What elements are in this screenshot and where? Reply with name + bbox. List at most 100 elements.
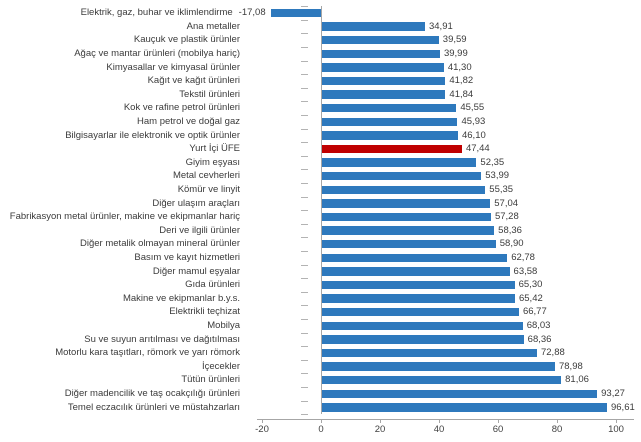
category-label: Diğer ulaşım araçları [152,197,240,209]
category-label: Diğer metalik olmayan mineral ürünler [80,238,240,250]
value-label: 57,28 [494,211,519,223]
bar [322,294,515,303]
value-label: 41,82 [449,75,474,87]
category-tick [301,237,308,239]
value-label: 41,30 [447,61,472,73]
value-label: 66,77 [522,306,547,318]
category-tick [301,142,308,144]
x-axis-tick-label: 20 [374,424,386,435]
x-axis-tick-label: 80 [551,424,563,435]
category-label: Temel eczacılık ürünleri ve müstahzarlar… [67,401,240,413]
x-axis-tick-label: -20 [255,424,269,435]
x-axis-tick [321,419,322,423]
bar [322,348,537,358]
bar [322,76,446,86]
bar [322,226,495,235]
category-tick [301,115,308,116]
category-label: Su ve suyun arıtılması ve dağıtılması [84,333,240,345]
category-tick [301,169,308,171]
category-label: Makine ve ekipmanlar b.y.s. [122,292,240,304]
category-tick [301,47,308,48]
x-axis-tick [262,419,263,423]
category-tick [301,19,308,21]
value-label: 46,10 [461,129,486,141]
bar [322,131,458,140]
category-tick [301,101,308,103]
category-label: Motorlu kara taşıtları, römork ve yarı r… [55,347,240,359]
bar [322,335,524,344]
value-label: 45,93 [461,116,486,127]
value-label: 41,84 [449,88,474,100]
bar [322,362,555,371]
category-label: Ham petrol ve doğal gaz [137,116,240,127]
category-tick [301,305,308,307]
value-label: 52,35 [480,156,505,168]
value-label: 47,44 [465,143,490,155]
bar [322,199,491,208]
category-tick [301,414,308,416]
bar [322,389,598,399]
category-text: Elektrik, gaz, buhar ve iklimlendirme [80,7,233,19]
category-label: Fabrikasyon metal ürünler, makine ve eki… [9,211,240,223]
category-label: Metal cevherleri [172,170,240,182]
value-label: 65,42 [518,292,543,304]
value-label: 81,06 [565,374,589,386]
x-axis-tick [557,419,558,423]
category-tick [301,33,308,35]
value-label: 58,36 [498,224,522,236]
category-tick [301,183,308,184]
category-label: Deri ve ilgili ürünler [159,224,240,236]
category-tick [301,60,308,62]
category-tick [301,387,308,388]
category-label: Tütün ürünleri [181,374,240,386]
value-label: 93,27 [601,388,625,399]
x-axis-tick [439,419,440,423]
value-label: 72,88 [540,347,565,359]
category-label: Tekstil ürünleri [179,88,240,100]
value-label: 63,58 [513,265,538,277]
bar [322,49,440,59]
category-label: Kimyasallar ve kimyasal ürünler [106,61,240,73]
category-label: Ana metaller [186,20,240,32]
category-tick [301,6,308,8]
category-label: Kağıt ve kağıt ürünleri [147,75,240,87]
category-tick [301,278,308,280]
x-axis-line [257,419,634,420]
x-axis-tick [498,419,499,423]
value-label: 62,78 [511,252,535,263]
category-tick [301,400,308,402]
category-tick [301,223,308,225]
value-label: 34,91 [428,20,453,32]
category-label: Elektrikli teçhizat [169,306,240,318]
bar [322,321,523,331]
bar [322,253,508,263]
category-tick [301,87,308,89]
value-label: 39,99 [443,48,468,59]
bar [322,267,510,276]
category-label: Yurt İçi ÜFE [189,143,240,155]
category-tick [301,251,308,252]
value-label: 57,04 [494,197,519,209]
category-label: Kok ve rafine petrol ürünleri [123,102,240,114]
bar [322,158,477,167]
category-tick [301,359,308,361]
bar [322,307,519,317]
category-label: Giyim eşyası [185,156,240,168]
value-label: 53,99 [485,170,510,182]
category-label: Bilgisayarlar ile elektronik ve optik ür… [65,129,240,141]
category-label: Elektrik, gaz, buhar ve iklimlendirme -17… [0,6,266,20]
category-label: İçecekler [201,360,240,372]
bar [322,171,482,181]
bar [322,403,607,412]
bar [322,90,446,99]
category-tick [301,319,308,320]
value-label: 58,90 [499,238,524,250]
x-axis-tick-label: 100 [608,424,624,435]
value-label: 39,59 [442,34,467,46]
category-tick [301,373,308,375]
category-tick [301,291,308,293]
x-axis-tick-label: 0 [318,424,324,435]
category-tick [301,196,308,198]
bar [322,185,486,195]
